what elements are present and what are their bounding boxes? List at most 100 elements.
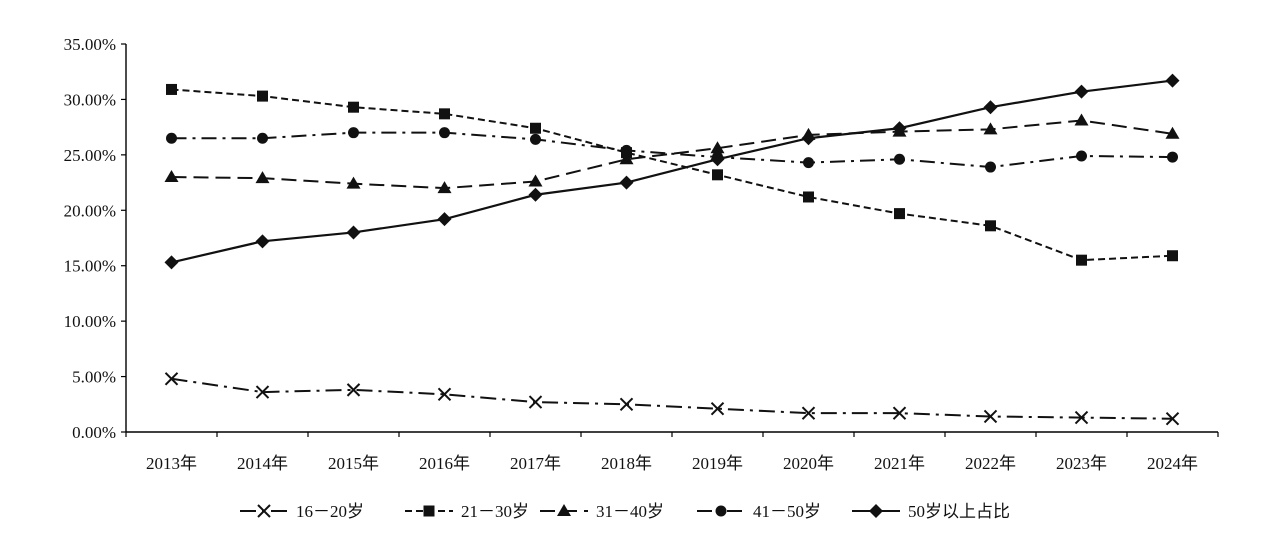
legend-item-2: 21－30岁 — [405, 502, 529, 521]
data-point — [348, 101, 359, 113]
series-line — [171, 377, 1173, 420]
data-point — [1165, 73, 1180, 88]
data-point — [710, 152, 725, 167]
data-point — [166, 83, 177, 95]
data-point — [892, 121, 907, 136]
data-point — [619, 175, 634, 190]
y-tick-label: 0.00% — [72, 423, 116, 442]
data-point — [439, 127, 450, 139]
chart-legend: 16－20岁 21－30岁 31－40岁 41－50岁 50岁以上占比 — [240, 502, 1010, 521]
y-tick-label: 5.00% — [72, 368, 116, 387]
x-tick-label: 2024年 — [1147, 454, 1198, 473]
data-point — [1165, 126, 1180, 139]
series-line — [171, 131, 1173, 169]
series-line — [171, 79, 1173, 264]
data-point — [619, 397, 634, 411]
series-1 — [164, 372, 1180, 426]
data-point — [437, 212, 452, 227]
series-line — [171, 88, 1173, 262]
data-point — [164, 170, 179, 183]
data-point — [257, 132, 268, 144]
data-point — [439, 108, 450, 120]
legend-label: 50岁以上占比 — [908, 502, 1010, 521]
legend-item-3: 31－40岁 — [540, 502, 664, 521]
legend-label: 16－20岁 — [296, 502, 364, 521]
y-tick-label: 10.00% — [64, 312, 116, 331]
data-point — [894, 208, 905, 220]
data-point — [437, 181, 452, 194]
data-point — [437, 387, 452, 402]
x-tick-label: 2022年 — [965, 454, 1016, 473]
data-point — [1167, 151, 1178, 163]
series-line — [171, 119, 1173, 190]
data-point — [1165, 411, 1180, 426]
data-point — [255, 234, 270, 249]
data-point — [983, 122, 998, 135]
chart-series — [164, 73, 1180, 426]
data-point — [166, 132, 177, 144]
data-point — [530, 122, 541, 134]
x-tick-label: 2015年 — [328, 454, 379, 473]
data-point — [257, 90, 268, 102]
data-point — [892, 406, 907, 420]
legend-label: 21－30岁 — [461, 502, 529, 521]
data-point — [803, 157, 814, 169]
data-point — [621, 144, 632, 156]
legend-marker — [557, 504, 571, 516]
data-point — [348, 127, 359, 139]
legend-item-1: 16－20岁 — [240, 502, 364, 521]
x-tick-label: 2023年 — [1056, 454, 1107, 473]
x-tick-label: 2013年 — [146, 454, 197, 473]
data-point — [1074, 84, 1089, 99]
data-point — [528, 174, 543, 187]
data-point — [712, 169, 723, 181]
series-4 — [166, 127, 1178, 173]
data-point — [346, 383, 361, 397]
x-tick-label: 2021年 — [874, 454, 925, 473]
y-tick-label: 25.00% — [64, 146, 116, 165]
legend-marker — [869, 504, 883, 518]
legend-item-4: 41－50岁 — [697, 502, 821, 521]
x-tick-label: 2020年 — [783, 454, 834, 473]
data-point — [1076, 150, 1087, 162]
data-point — [985, 161, 996, 173]
y-tick-label: 15.00% — [64, 257, 116, 276]
data-point — [1074, 410, 1089, 425]
data-point — [985, 220, 996, 232]
data-point — [983, 409, 998, 424]
data-point — [346, 176, 361, 189]
series-2 — [166, 83, 1178, 266]
data-point — [530, 133, 541, 145]
y-tick-label: 20.00% — [64, 201, 116, 220]
y-tick-label: 35.00% — [64, 35, 116, 54]
x-tick-label: 2014年 — [237, 454, 288, 473]
data-point — [1076, 254, 1087, 266]
data-point — [164, 255, 179, 270]
y-tick-label: 30.00% — [64, 90, 116, 109]
series-5 — [164, 73, 1180, 270]
data-point — [619, 152, 634, 165]
data-point — [164, 372, 179, 386]
legend-item-5: 50岁以上占比 — [852, 502, 1010, 521]
legend-label: 41－50岁 — [753, 502, 821, 521]
data-point — [346, 225, 361, 240]
x-tick-label: 2018年 — [601, 454, 652, 473]
legend-marker — [423, 505, 435, 517]
data-point — [801, 406, 816, 420]
x-tick-label: 2016年 — [419, 454, 470, 473]
data-point — [983, 100, 998, 115]
data-point — [255, 171, 270, 184]
data-point — [528, 187, 543, 202]
data-point — [1167, 250, 1178, 262]
data-point — [255, 385, 270, 399]
data-point — [710, 141, 725, 154]
data-point — [801, 131, 816, 146]
legend-label: 31－40岁 — [596, 502, 664, 521]
chart-axes: 0.00% 5.00% 10.00% 15.00% 20.00% 25.00% 30.00%… — [64, 35, 1219, 473]
x-tick-label: 2017年 — [510, 454, 561, 473]
legend-marker — [715, 505, 727, 517]
data-point — [1074, 113, 1089, 126]
data-point — [894, 153, 905, 165]
legend-marker — [257, 504, 271, 518]
